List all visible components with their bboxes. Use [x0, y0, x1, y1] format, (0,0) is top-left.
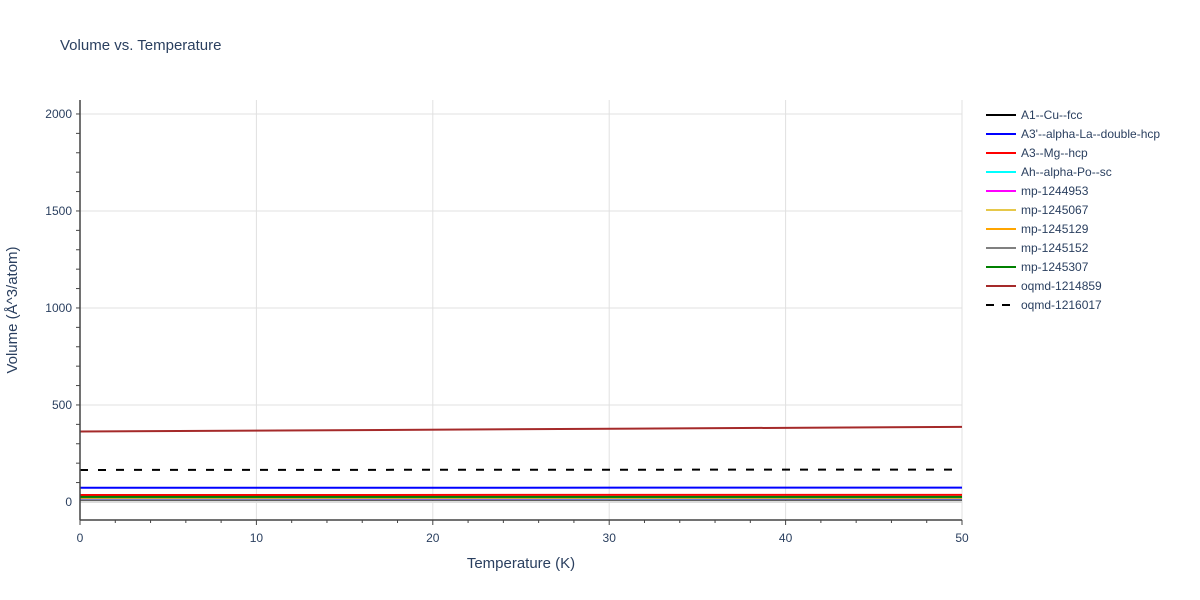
x-tick-label: 50 — [955, 531, 969, 545]
legend-item[interactable]: mp-1245129 — [1021, 222, 1089, 236]
legend-item[interactable]: A3'--alpha-La--double-hcp — [1021, 127, 1160, 141]
y-axis-label: Volume (Å^3/atom) — [4, 246, 21, 373]
series-lines — [79, 425, 963, 501]
legend-item[interactable]: mp-1245067 — [1021, 203, 1089, 217]
x-tick-label: 40 — [779, 531, 793, 545]
legend-item[interactable]: mp-1245152 — [1021, 241, 1089, 255]
legend-item[interactable]: mp-1244953 — [1021, 184, 1089, 198]
y-tick-label: 0 — [65, 495, 72, 509]
grid — [80, 100, 963, 520]
legend-item[interactable]: oqmd-1216017 — [1021, 298, 1102, 312]
x-tick-label: 30 — [603, 531, 617, 545]
x-tick-label: 10 — [250, 531, 264, 545]
legend-item[interactable]: A3--Mg--hcp — [1021, 146, 1088, 160]
series-line-oqmd-1214859 — [79, 425, 963, 433]
legend: A1--Cu--fcc A3'--alpha-La--double-hcp A3--… — [986, 108, 1160, 312]
x-tick-label: 20 — [426, 531, 440, 545]
x-tick-label: 0 — [77, 531, 84, 545]
y-tick-label: 500 — [52, 398, 72, 412]
legend-item[interactable]: mp-1245307 — [1021, 260, 1089, 274]
y-tick-label: 1500 — [45, 204, 72, 218]
legend-item[interactable]: Ah--alpha-Po--sc — [1021, 165, 1112, 179]
chart-title: Volume vs. Temperature — [60, 37, 221, 54]
y-tick-label: 2000 — [45, 107, 72, 121]
x-axis-label: Temperature (K) — [467, 555, 575, 572]
legend-item[interactable]: A1--Cu--fcc — [1021, 108, 1082, 122]
y-tick-label: 1000 — [45, 301, 72, 315]
legend-item[interactable]: oqmd-1214859 — [1021, 279, 1102, 293]
